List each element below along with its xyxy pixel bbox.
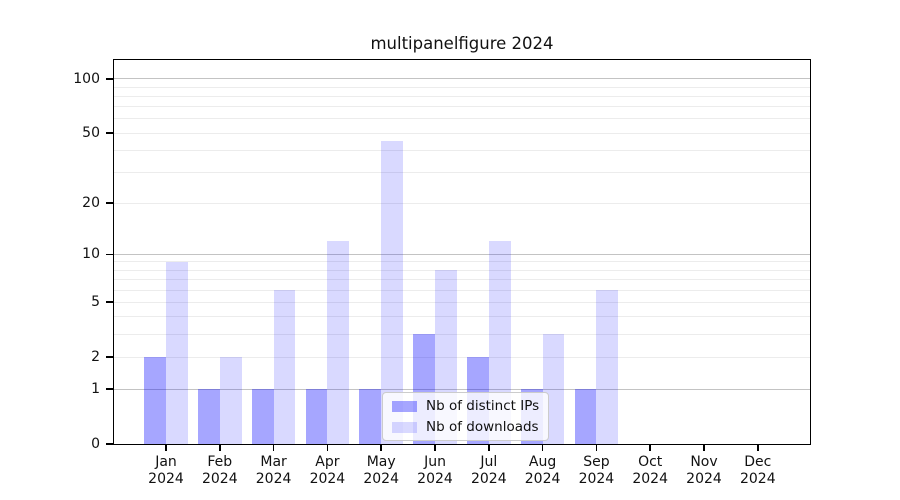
x-tick-nov xyxy=(703,444,705,451)
gridline-minor-3 xyxy=(114,333,810,335)
bar-nb-of-distinct-ips-jan-2024 xyxy=(144,357,166,444)
gridline-minor-7 xyxy=(114,279,810,281)
x-tick-oct xyxy=(649,444,651,451)
gridline-major-100 xyxy=(114,78,810,80)
gridline-minor-30 xyxy=(114,171,810,173)
bar-nb-of-downloads-apr-2024 xyxy=(327,241,350,444)
x-tick-label-apr: Apr 2024 xyxy=(309,454,346,487)
x-tick-label-jul: Jul 2024 xyxy=(470,454,507,487)
y-tick-label-10: 10 xyxy=(82,246,100,263)
x-tick-label-nov: Nov 2024 xyxy=(686,454,722,487)
x-tick-label-dec: Dec 2024 xyxy=(739,454,776,487)
y-tick-10 xyxy=(106,253,114,256)
x-tick-jul xyxy=(488,444,490,451)
legend-item-distinct-ips: Nb of distinct IPs xyxy=(392,397,539,415)
x-tick-label-jun: Jun 2024 xyxy=(417,454,453,487)
y-tick-50 xyxy=(106,132,114,134)
x-tick-label-sep: Sep 2024 xyxy=(578,454,615,487)
legend-item-downloads: Nb of downloads xyxy=(392,418,539,436)
y-tick-label-50: 50 xyxy=(82,125,100,142)
legend: Nb of distinct IPs Nb of downloads xyxy=(382,392,550,441)
x-tick-may xyxy=(380,444,382,451)
gridline-minor-4 xyxy=(114,316,810,318)
x-tick-mar xyxy=(272,444,275,451)
gridline-major-1 xyxy=(114,388,810,390)
x-tick-label-aug: Aug 2024 xyxy=(524,454,561,487)
plot-border xyxy=(113,59,811,445)
x-tick-label-feb: Feb 2024 xyxy=(201,454,238,487)
gridline-minor-6 xyxy=(114,289,810,291)
y-tick-label-100: 100 xyxy=(73,70,100,87)
x-tick-aug xyxy=(541,444,544,451)
bar-nb-of-distinct-ips-apr-2024 xyxy=(305,389,328,444)
x-tick-jun xyxy=(434,444,436,451)
gridline-minor-20 xyxy=(114,202,810,204)
y-tick-1 xyxy=(106,388,114,390)
y-tick-20 xyxy=(106,202,114,204)
gridline-minor-60 xyxy=(114,118,810,120)
bar-nb-of-distinct-ips-may-2024 xyxy=(359,389,382,444)
gridline-minor-2 xyxy=(114,356,810,358)
gridline-minor-40 xyxy=(114,149,810,151)
bar-nb-of-downloads-jan-2024 xyxy=(166,261,188,444)
bar-nb-of-downloads-mar-2024 xyxy=(273,290,296,444)
y-tick-5 xyxy=(106,301,114,304)
legend-label-downloads: Nb of downloads xyxy=(426,419,539,435)
y-tick-label-1: 1 xyxy=(91,381,100,398)
bar-nb-of-downloads-may-2024 xyxy=(381,141,403,444)
gridline-minor-50 xyxy=(114,132,810,134)
x-tick-jan xyxy=(165,444,167,451)
x-tick-label-mar: Mar 2024 xyxy=(255,454,292,487)
x-tick-dec xyxy=(757,444,759,451)
chart-title: multipanelfigure 2024 xyxy=(370,34,554,53)
gridline-major-10 xyxy=(114,253,810,255)
bar-nb-of-downloads-sep-2024 xyxy=(596,290,619,444)
y-tick-label-5: 5 xyxy=(91,294,100,311)
x-tick-label-may: May 2024 xyxy=(363,454,399,487)
y-tick-2 xyxy=(106,356,114,358)
bar-nb-of-distinct-ips-sep-2024 xyxy=(574,389,597,444)
y-tick-label-20: 20 xyxy=(82,195,100,212)
plot-area: Nb of distinct IPs Nb of downloads 0 1 2 5 1… xyxy=(73,59,811,487)
gridline-minor-90 xyxy=(114,86,810,88)
bar-nb-of-distinct-ips-feb-2024 xyxy=(198,389,220,444)
y-tick-100 xyxy=(106,78,114,80)
x-tick-label-jan: Jan 2024 xyxy=(148,454,184,487)
x-tick-apr xyxy=(326,444,329,451)
bar-nb-of-distinct-ips-mar-2024 xyxy=(251,389,274,444)
y-tick-0 xyxy=(106,443,114,445)
y-tick-label-2: 2 xyxy=(91,349,100,366)
gridline-minor-8 xyxy=(114,269,810,271)
bar-nb-of-downloads-feb-2024 xyxy=(219,357,242,444)
gridline-minor-80 xyxy=(114,95,810,97)
legend-label-distinct-ips: Nb of distinct IPs xyxy=(426,398,540,414)
gridline-minor-70 xyxy=(114,106,810,108)
x-tick-sep xyxy=(595,444,598,451)
gridline-minor-5 xyxy=(114,301,810,303)
x-tick-label-oct: Oct 2024 xyxy=(632,454,668,487)
gridline-minor-9 xyxy=(114,261,810,263)
legend-swatch-distinct-ips xyxy=(392,400,417,412)
legend-swatch-downloads xyxy=(392,421,417,433)
x-tick-feb xyxy=(219,444,221,451)
y-tick-label-0: 0 xyxy=(91,436,100,452)
